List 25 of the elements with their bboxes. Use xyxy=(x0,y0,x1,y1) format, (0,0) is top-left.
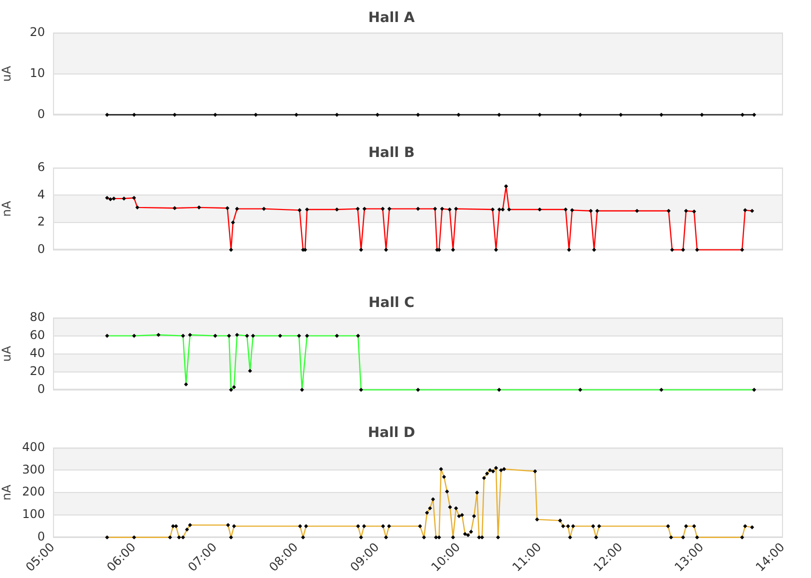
y-tick-label: 40 xyxy=(30,346,45,360)
y-tick-label: 10 xyxy=(30,66,45,80)
y-tick-label: 200 xyxy=(22,484,45,499)
y-tick-label: 60 xyxy=(30,328,45,342)
y-axis-title: uA xyxy=(0,345,14,362)
y-tick-label: 0 xyxy=(37,242,45,256)
y-tick-label: 0 xyxy=(37,382,45,396)
y-tick-label: 0 xyxy=(37,529,45,544)
y-axis-title: nA xyxy=(0,200,14,217)
y-axis-title: uA xyxy=(0,65,14,82)
y-tick-label: 4 xyxy=(37,187,45,202)
y-tick-label: 20 xyxy=(30,24,45,39)
y-axis-title: nA xyxy=(0,484,14,500)
y-tick-label: 0 xyxy=(37,106,45,121)
y-tick-label: 400 xyxy=(22,440,45,454)
chart-title: Hall C xyxy=(368,295,414,312)
chart-title: Hall A xyxy=(368,10,415,26)
y-tick-label: 6 xyxy=(37,160,45,174)
y-tick-label: 100 xyxy=(22,507,45,522)
chart-title: Hall B xyxy=(368,145,415,162)
chart-title: Hall D xyxy=(368,425,416,442)
y-tick-label: 2 xyxy=(37,214,45,229)
y-tick-label: 80 xyxy=(30,310,45,324)
y-tick-label: 300 xyxy=(22,462,45,476)
y-tick-label: 20 xyxy=(30,364,45,378)
